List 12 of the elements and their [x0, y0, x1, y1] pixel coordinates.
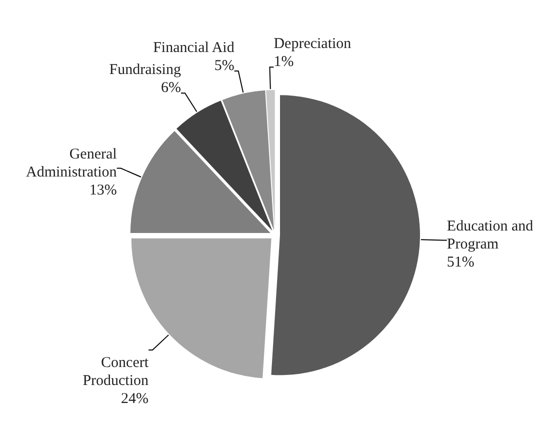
slice-label: Concert Production [82, 355, 150, 390]
data-label: 6% [160, 80, 181, 96]
slice-label: Depreciation [274, 36, 352, 52]
slice-label: General Administration [26, 146, 118, 180]
data-label: 13% [89, 182, 117, 198]
slice-label: Education and Program [446, 218, 534, 252]
data-label: 1% [274, 54, 294, 70]
data-label: 5% [214, 58, 234, 74]
data-label: 51% [446, 254, 474, 270]
slice-label: Fundraising [109, 62, 182, 78]
data-label: 24% [121, 391, 149, 408]
slice-label: Financial Aid [153, 40, 235, 56]
